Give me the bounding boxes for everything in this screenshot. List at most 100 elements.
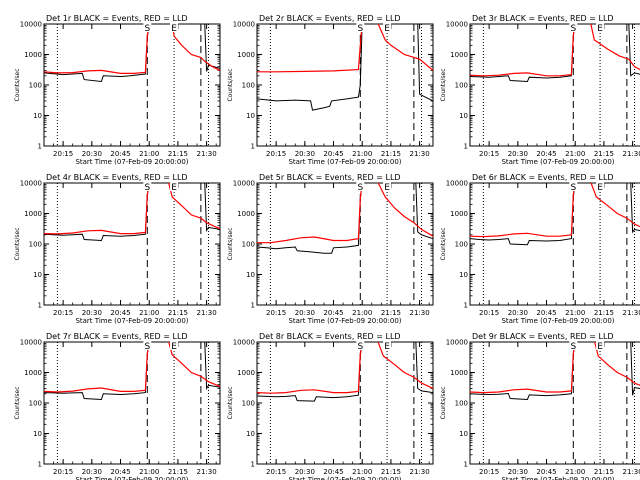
x-tick-label: 20:30 xyxy=(82,468,102,476)
event-marker-label: E xyxy=(171,24,177,34)
detector-panel: Det 5r BLACK = Events, RED = LLD 1 10 100 10… xyxy=(227,173,434,325)
x-tick-label: 20:15 xyxy=(53,309,73,317)
events-series-line xyxy=(44,183,220,242)
y-tick-label: 1 xyxy=(464,143,468,151)
x-tick-label: 20:30 xyxy=(508,150,528,158)
x-tick-label: 20:45 xyxy=(110,468,130,476)
event-marker-bg xyxy=(143,341,152,350)
axes-box xyxy=(256,182,434,306)
y-tick-label: 100 xyxy=(29,400,42,408)
x-axis-label: Start Time (07-Feb-09 20:00:00) xyxy=(75,158,188,166)
event-marker-bg xyxy=(143,182,152,191)
panel-title: Det 4r BLACK = Events, RED = LLD xyxy=(46,173,188,182)
x-tick-label: 21:15 xyxy=(594,468,614,476)
event-marker-label: S xyxy=(357,24,363,34)
detector-panel: Det 1r BLACK = Events, RED = LLD 1 10 100 10… xyxy=(14,14,221,166)
event-marker-bg xyxy=(596,182,605,191)
x-tick-label: 21:30 xyxy=(410,468,430,476)
event-marker-bg xyxy=(356,23,365,32)
event-marker-bg xyxy=(569,23,578,32)
y-tick-label: 10000 xyxy=(446,180,468,188)
event-marker-bg xyxy=(170,182,179,191)
y-axis-label: Counts/sec xyxy=(440,68,447,101)
events-series-line xyxy=(257,342,433,402)
axes-box xyxy=(256,23,434,147)
x-tick-label: 20:15 xyxy=(479,150,499,158)
event-marker-label: E xyxy=(171,183,177,193)
event-marker-bg xyxy=(383,23,392,32)
y-axis-label: Counts/sec xyxy=(14,68,21,101)
event-marker-label: S xyxy=(357,342,363,352)
events-series-line xyxy=(44,342,220,401)
x-tick-label: 21:00 xyxy=(565,150,585,158)
lld-series-line xyxy=(257,24,433,73)
x-tick-label: 21:15 xyxy=(168,309,188,317)
y-tick-label: 10 xyxy=(33,430,42,438)
event-marker-bg xyxy=(596,341,605,350)
x-tick-label: 21:30 xyxy=(623,150,640,158)
y-tick-label: 10 xyxy=(246,430,255,438)
event-marker-label: S xyxy=(570,183,576,193)
x-tick-label: 21:00 xyxy=(565,309,585,317)
event-marker-bg xyxy=(569,341,578,350)
event-marker-bg xyxy=(383,341,392,350)
x-tick-label: 21:00 xyxy=(139,309,159,317)
event-marker-bg xyxy=(170,341,179,350)
event-marker-bg xyxy=(356,182,365,191)
events-series-line xyxy=(257,183,433,254)
x-axis-label: Start Time (07-Feb-09 20:00:00) xyxy=(288,317,401,325)
events-series-line xyxy=(470,183,640,246)
x-tick-label: 21:00 xyxy=(352,150,372,158)
event-marker-label: E xyxy=(171,342,177,352)
y-tick-label: 1000 xyxy=(24,369,42,377)
x-axis-label: Start Time (07-Feb-09 20:00:00) xyxy=(75,476,188,480)
y-axis-label: Counts/sec xyxy=(227,386,234,419)
x-tick-label: 20:15 xyxy=(266,468,286,476)
x-tick-label: 21:15 xyxy=(594,309,614,317)
x-axis-label: Start Time (07-Feb-09 20:00:00) xyxy=(501,158,614,166)
y-tick-label: 10 xyxy=(459,112,468,120)
y-tick-label: 1000 xyxy=(237,210,255,218)
x-tick-label: 20:30 xyxy=(295,309,315,317)
panel-title: Det 8r BLACK = Events, RED = LLD xyxy=(259,332,401,341)
y-tick-label: 10000 xyxy=(20,21,42,29)
detector-panel: Det 4r BLACK = Events, RED = LLD 1 10 100 10… xyxy=(14,173,221,325)
detector-panel: Det 6r BLACK = Events, RED = LLD 1 10 100 10… xyxy=(440,173,640,325)
y-tick-label: 1 xyxy=(464,302,468,310)
panel-title: Det 3r BLACK = Events, RED = LLD xyxy=(472,14,614,23)
x-axis-label: Start Time (07-Feb-09 20:00:00) xyxy=(501,476,614,480)
y-tick-label: 1 xyxy=(464,461,468,469)
panel-title: Det 7r BLACK = Events, RED = LLD xyxy=(46,332,188,341)
x-tick-label: 20:30 xyxy=(82,309,102,317)
x-tick-label: 21:00 xyxy=(565,468,585,476)
x-tick-label: 21:30 xyxy=(410,309,430,317)
x-tick-label: 20:45 xyxy=(536,468,556,476)
y-tick-label: 10 xyxy=(33,271,42,279)
x-axis-label: Start Time (07-Feb-09 20:00:00) xyxy=(288,476,401,480)
y-tick-label: 1000 xyxy=(450,210,468,218)
y-tick-label: 1 xyxy=(251,461,255,469)
x-tick-label: 21:15 xyxy=(168,468,188,476)
event-marker-label: E xyxy=(597,183,603,193)
y-tick-label: 100 xyxy=(455,241,468,249)
x-axis-label: Start Time (07-Feb-09 20:00:00) xyxy=(288,158,401,166)
x-tick-label: 21:00 xyxy=(139,150,159,158)
event-marker-bg xyxy=(383,182,392,191)
panel-title: Det 6r BLACK = Events, RED = LLD xyxy=(472,173,614,182)
y-tick-label: 10000 xyxy=(20,180,42,188)
x-axis-label: Start Time (07-Feb-09 20:00:00) xyxy=(75,317,188,325)
x-tick-label: 21:30 xyxy=(197,468,217,476)
x-tick-label: 21:30 xyxy=(197,150,217,158)
event-marker-bg xyxy=(596,23,605,32)
y-tick-label: 100 xyxy=(29,241,42,249)
detector-panel: Det 7r BLACK = Events, RED = LLD 1 10 100 10… xyxy=(14,332,221,480)
y-tick-label: 100 xyxy=(242,82,255,90)
event-marker-label: E xyxy=(384,183,390,193)
y-tick-label: 10000 xyxy=(446,339,468,347)
y-tick-label: 100 xyxy=(242,400,255,408)
axes-box xyxy=(43,23,221,147)
y-tick-label: 1 xyxy=(251,143,255,151)
lld-series-line xyxy=(470,342,640,394)
panel-title: Det 9r BLACK = Events, RED = LLD xyxy=(472,332,614,341)
axes-box xyxy=(469,182,640,306)
